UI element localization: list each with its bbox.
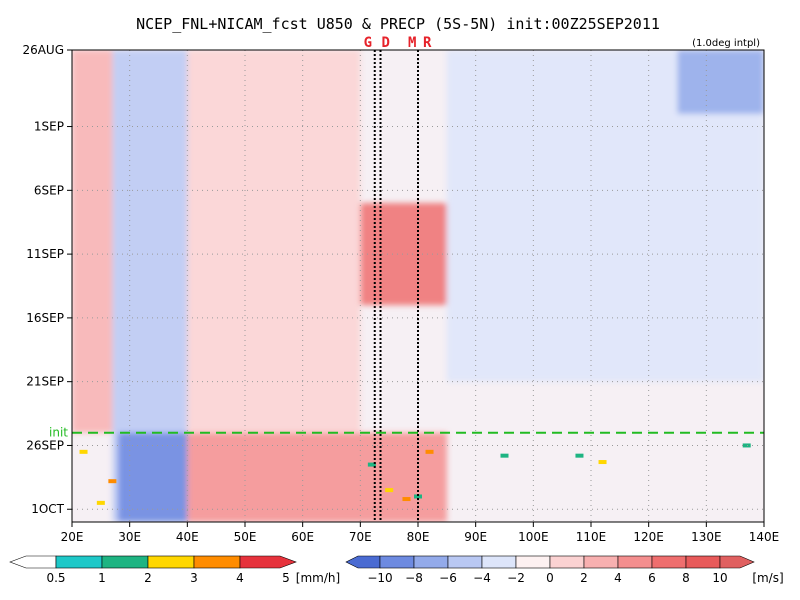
u850-region — [360, 203, 447, 306]
u850-colorbar-label: −2 — [507, 571, 525, 585]
chart-title: NCEP_FNL+NICAM_fcst U850 & PRECP (5S-5N)… — [136, 15, 660, 33]
u850-colorbar-segment — [549, 555, 585, 569]
u850-colorbar-label: 0 — [546, 571, 554, 585]
top-mark-R: R — [423, 35, 432, 51]
u850-region — [677, 50, 764, 114]
u850-colorbar-label: −8 — [405, 571, 423, 585]
u850-region — [187, 432, 447, 522]
u850-colorbar-segment — [447, 555, 483, 569]
precip-point — [742, 443, 751, 448]
precip-point — [500, 453, 509, 458]
y-tick-label: 11SEP — [26, 247, 64, 261]
u850-colorbar-segment — [413, 555, 449, 569]
init-line-group: init — [49, 426, 764, 440]
x-tick-label: 40E — [176, 530, 199, 544]
u850-colorbar-label: −10 — [367, 571, 392, 585]
u850-colorbar-label: 10 — [712, 571, 727, 585]
chart-subtitle: (1.0deg intpl) — [692, 38, 760, 49]
precip-colorbar-segment — [239, 555, 297, 569]
x-tick-label: 80E — [407, 530, 430, 544]
x-tick-label: 100E — [518, 530, 549, 544]
precip-point — [108, 479, 117, 484]
precip-point — [367, 462, 376, 467]
x-tick-label: 60E — [291, 530, 314, 544]
init-label: init — [49, 426, 68, 440]
precip-point — [414, 494, 422, 499]
x-tick-label: 130E — [691, 530, 722, 544]
precip-colorbar-segment — [55, 555, 103, 569]
x-tick-label: 140E — [749, 530, 780, 544]
x-tick-label: 30E — [118, 530, 141, 544]
u850-colorbar-label: 6 — [648, 571, 656, 585]
u850-colorbar-segment — [651, 555, 687, 569]
precip-colorbar: 0.5 1 2 3 4 5 [mm/h] — [9, 555, 340, 585]
precip-colorbar-label: 2 — [144, 571, 152, 585]
top-mark-M: M — [408, 35, 416, 51]
u850-colorbar-segment — [583, 555, 619, 569]
precip-point — [96, 500, 105, 505]
precip-colorbar-label: 4 — [236, 571, 244, 585]
precip-point — [385, 488, 394, 493]
u850-colorbar-label: 8 — [682, 571, 690, 585]
x-tick-label: 20E — [61, 530, 84, 544]
precip-colorbar-segment — [101, 555, 149, 569]
u850-colorbar-segment — [481, 555, 517, 569]
u850-colorbar-label: −6 — [439, 571, 457, 585]
y-tick-label: 1OCT — [31, 502, 64, 516]
u850-unit-label: [m/s] — [752, 571, 783, 585]
precip-colorbar-label: 0.5 — [46, 571, 65, 585]
x-tick-label: 120E — [633, 530, 664, 544]
u850-region — [187, 50, 361, 433]
u850-colorbar-label: 2 — [580, 571, 588, 585]
y-tick-label: 26SEP — [26, 438, 64, 452]
x-axis: 20E 30E 40E 50E 60E 70E 80E 90E 100E 110E 120E 130E… — [61, 522, 780, 544]
top-mark-D: D — [381, 35, 389, 51]
u850-colorbar-segment — [515, 555, 551, 569]
u850-colorbar-segment — [345, 555, 381, 569]
y-tick-label: 1SEP — [34, 120, 64, 134]
u850-colorbar-label: 4 — [614, 571, 622, 585]
u850-region — [118, 432, 188, 522]
precip-unit-label: [mm/h] — [296, 571, 340, 585]
u850-colorbar-segment — [617, 555, 653, 569]
vertical-reference-lines — [373, 50, 419, 522]
precip-point — [425, 449, 434, 454]
precip-colorbar-label: 1 — [98, 571, 106, 585]
y-axis: 26AUG 1SEP 6SEP 11SEP 16SEP 21SEP 26SEP 1OCT — [22, 43, 72, 516]
x-tick-label: 50E — [234, 530, 257, 544]
precip-point — [575, 453, 584, 458]
top-mark-G: G — [364, 35, 372, 51]
precip-point — [402, 497, 411, 502]
x-tick-label: 70E — [349, 530, 372, 544]
y-tick-label: 21SEP — [26, 375, 64, 389]
u850-colorbar: −10 −8 −6 −4 −2 0 2 4 6 8 10 [m/s] — [345, 555, 784, 585]
y-tick-label: 6SEP — [34, 183, 64, 197]
y-tick-label: 26AUG — [22, 43, 64, 57]
y-tick-label: 16SEP — [26, 311, 64, 325]
precip-colorbar-label: 3 — [190, 571, 198, 585]
precip-colorbar-segment — [193, 555, 241, 569]
u850-colorbar-segment — [719, 555, 755, 569]
precip-point — [598, 460, 607, 465]
u850-colorbar-label: −4 — [473, 571, 491, 585]
precip-point — [79, 449, 88, 454]
precip-colorbar-segment — [9, 555, 57, 569]
precip-marks — [79, 443, 751, 505]
u850-region — [72, 50, 113, 433]
x-tick-label: 90E — [464, 530, 487, 544]
u850-colorbar-segment — [379, 555, 415, 569]
precip-colorbar-label: 5 — [282, 571, 290, 585]
precip-colorbar-segment — [147, 555, 195, 569]
x-tick-label: 110E — [576, 530, 607, 544]
u850-colorbar-segment — [685, 555, 721, 569]
